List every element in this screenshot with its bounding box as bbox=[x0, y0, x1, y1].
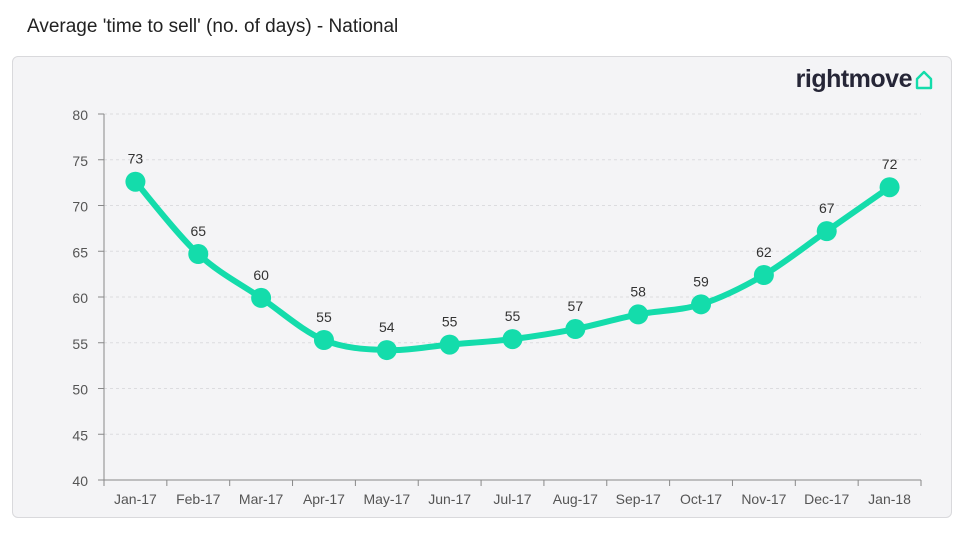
data-point bbox=[439, 334, 460, 355]
y-tick-label: 60 bbox=[72, 290, 88, 306]
x-tick-label: Aug-17 bbox=[553, 491, 598, 507]
data-label: 55 bbox=[442, 314, 458, 330]
data-label: 65 bbox=[190, 223, 206, 239]
y-tick-label: 45 bbox=[72, 427, 88, 443]
data-point bbox=[502, 329, 523, 350]
data-point bbox=[251, 287, 272, 308]
x-tick-label: Jul-17 bbox=[493, 491, 531, 507]
house-icon bbox=[915, 70, 933, 89]
x-tick-label: Jan-18 bbox=[868, 491, 911, 507]
data-label: 62 bbox=[756, 244, 772, 260]
data-label: 60 bbox=[253, 267, 269, 283]
x-tick-label: Jun-17 bbox=[428, 491, 471, 507]
rightmove-logo: rightmove bbox=[796, 65, 933, 94]
y-tick-label: 80 bbox=[72, 107, 88, 123]
data-label: 54 bbox=[379, 319, 395, 335]
x-tick-label: Mar-17 bbox=[239, 491, 284, 507]
y-tick-label: 55 bbox=[72, 336, 88, 352]
data-label: 55 bbox=[505, 308, 521, 324]
data-point bbox=[753, 265, 774, 286]
y-tick-label: 70 bbox=[72, 199, 88, 215]
data-label: 57 bbox=[568, 298, 584, 314]
x-tick-label: May-17 bbox=[363, 491, 410, 507]
x-tick-label: Dec-17 bbox=[804, 491, 849, 507]
chart-panel: rightmove bbox=[12, 56, 952, 518]
data-point bbox=[879, 177, 900, 198]
data-label: 59 bbox=[693, 273, 709, 289]
y-tick-label: 50 bbox=[72, 382, 88, 398]
series-line bbox=[132, 178, 893, 354]
chart-title: Average 'time to sell' (no. of days) - N… bbox=[27, 16, 399, 37]
data-point bbox=[565, 319, 586, 340]
y-tick-label: 65 bbox=[72, 244, 88, 260]
data-label: 67 bbox=[819, 200, 835, 216]
data-label: 72 bbox=[882, 156, 898, 172]
data-point bbox=[691, 294, 712, 315]
y-tick-label: 75 bbox=[72, 153, 88, 169]
data-point bbox=[125, 171, 146, 192]
data-point bbox=[313, 330, 334, 351]
data-label: 58 bbox=[630, 283, 646, 299]
x-tick-label: Apr-17 bbox=[303, 491, 345, 507]
data-point bbox=[188, 243, 209, 264]
data-point bbox=[816, 221, 837, 242]
data-point bbox=[628, 304, 649, 325]
x-tick-label: Sep-17 bbox=[616, 491, 661, 507]
y-tick-label: 40 bbox=[72, 473, 88, 489]
x-tick-label: Jan-17 bbox=[114, 491, 157, 507]
data-label: 73 bbox=[128, 151, 144, 167]
x-tick-label: Oct-17 bbox=[680, 491, 722, 507]
x-tick-label: Nov-17 bbox=[741, 491, 786, 507]
logo-text: rightmove bbox=[795, 65, 913, 93]
data-point bbox=[376, 340, 397, 361]
x-tick-label: Feb-17 bbox=[176, 491, 221, 507]
data-label: 55 bbox=[316, 309, 332, 325]
